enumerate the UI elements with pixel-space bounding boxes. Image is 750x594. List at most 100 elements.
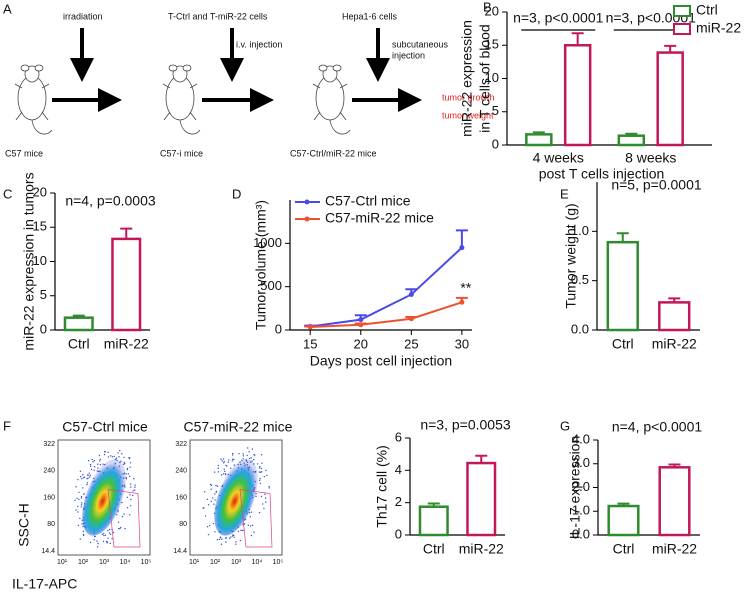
flow-dot: [107, 456, 110, 458]
flow-dot: [204, 515, 207, 517]
point: [459, 299, 465, 305]
flow-dot: [82, 534, 85, 537]
flow-dot: [212, 522, 215, 525]
line: [310, 301, 463, 328]
flow-dot: [210, 488, 212, 490]
annotation: **: [460, 280, 471, 296]
y-axis-label: IL-17 expression: [567, 436, 583, 540]
flow-dot: [107, 529, 109, 532]
flow-dot: [241, 529, 244, 532]
flow-dot: [93, 459, 96, 462]
y-tick-label: 2.0: [572, 479, 590, 494]
flow-dot: [203, 507, 205, 509]
flow-dot: [220, 458, 222, 460]
flow-dot: [126, 468, 129, 471]
y-tick-label: 4: [395, 462, 402, 477]
x-tick-label: miR-22: [652, 336, 697, 352]
flow-dot: [98, 454, 101, 457]
flow-dot: [246, 454, 248, 457]
flow-dot: [228, 537, 231, 539]
flow-dot: [89, 541, 92, 544]
flow-dot: [131, 494, 134, 497]
flow-density: [82, 459, 126, 536]
flow-dot: [129, 462, 132, 464]
x-tick-label: 25: [404, 336, 418, 351]
bar: [525, 133, 553, 147]
step-text: injection: [392, 50, 425, 60]
flow-dot: [99, 458, 101, 461]
line: [310, 246, 463, 328]
flow-dot: [82, 530, 85, 533]
flow-dot: [80, 497, 83, 499]
flow-dot: [97, 467, 99, 469]
flow-dot: [93, 469, 95, 471]
flow-dot: [106, 542, 108, 544]
flow-dot: [75, 509, 77, 511]
mouse-label: C57-Ctrl/miR-22 mice: [290, 148, 377, 158]
flow-ytick: 14.4: [173, 548, 187, 555]
flow-xtick: 10⁴: [252, 559, 263, 566]
flow-dot: [134, 486, 136, 488]
flow-xtick: 10²: [210, 559, 221, 566]
flow-dot: [221, 538, 223, 540]
y-tick-label: 500: [260, 278, 282, 293]
flow-dot: [228, 459, 230, 461]
flow-dot: [220, 474, 223, 476]
y-axis-label: miR-22 expression in tumors: [21, 172, 37, 350]
flow-dot: [118, 528, 120, 530]
flow-dot: [232, 454, 234, 456]
flow-dot: [130, 505, 132, 507]
mouse: [162, 64, 201, 135]
flow-dot: [91, 458, 93, 461]
flow-dot: [123, 456, 125, 459]
flow-dot: [255, 495, 257, 498]
y-tick-label: 15: [485, 37, 499, 52]
flow-dot: [250, 511, 253, 513]
flow-xtick: 10¹: [57, 559, 68, 566]
flow-dot: [265, 501, 267, 503]
flow-dot: [268, 485, 270, 488]
flow-dot: [121, 453, 123, 455]
flow-dot: [87, 459, 90, 462]
flow-dot: [263, 507, 265, 510]
flow-dot: [268, 487, 271, 489]
flow-dot: [79, 517, 81, 520]
y-tick-label: 20: [485, 3, 499, 18]
flow-dot: [221, 460, 223, 462]
flow-title: C57-Ctrl mice: [62, 419, 148, 435]
panel-letter: G: [560, 418, 570, 433]
flow-dot: [250, 457, 252, 459]
flow-dot: [79, 470, 82, 473]
flow-dot: [248, 451, 250, 453]
flow-dot: [259, 478, 261, 480]
flow-ytick: 14.4: [41, 548, 55, 555]
flow-dot: [123, 461, 125, 464]
flow-dot: [116, 514, 118, 516]
flow-dot: [242, 453, 244, 455]
y-tick-label: 0.0: [571, 321, 589, 336]
panel-f-flow: F C57-Ctrl mice C57-miR-22 mice SSC-H IL…: [3, 418, 293, 591]
flow-dot: [251, 448, 254, 450]
flow-dot: [127, 473, 130, 475]
annotation: n=5, p=0.0001: [611, 177, 702, 193]
flow-dot: [78, 491, 80, 494]
legend-marker: [304, 199, 310, 205]
point: [408, 291, 414, 297]
annotation: n=4, p=0.0003: [65, 193, 156, 209]
flow-dot: [133, 477, 135, 480]
flow-dot: [232, 534, 234, 536]
flow-dot: [108, 532, 111, 534]
annotation: n=4, p<0.0001: [612, 419, 703, 435]
flow-dot: [124, 527, 126, 530]
bar: [466, 461, 497, 537]
flow-dot: [109, 542, 112, 545]
flow-ytick: 240: [43, 468, 55, 475]
panel-letter: C: [3, 186, 12, 201]
flow-dot: [103, 453, 106, 456]
x-tick-label: 20: [354, 336, 368, 351]
flow-dot: [220, 543, 223, 545]
flow-dot: [97, 463, 99, 465]
flow-dot: [224, 473, 227, 475]
flow-xtick: 10⁴: [120, 559, 131, 566]
flow-dot: [115, 457, 118, 459]
